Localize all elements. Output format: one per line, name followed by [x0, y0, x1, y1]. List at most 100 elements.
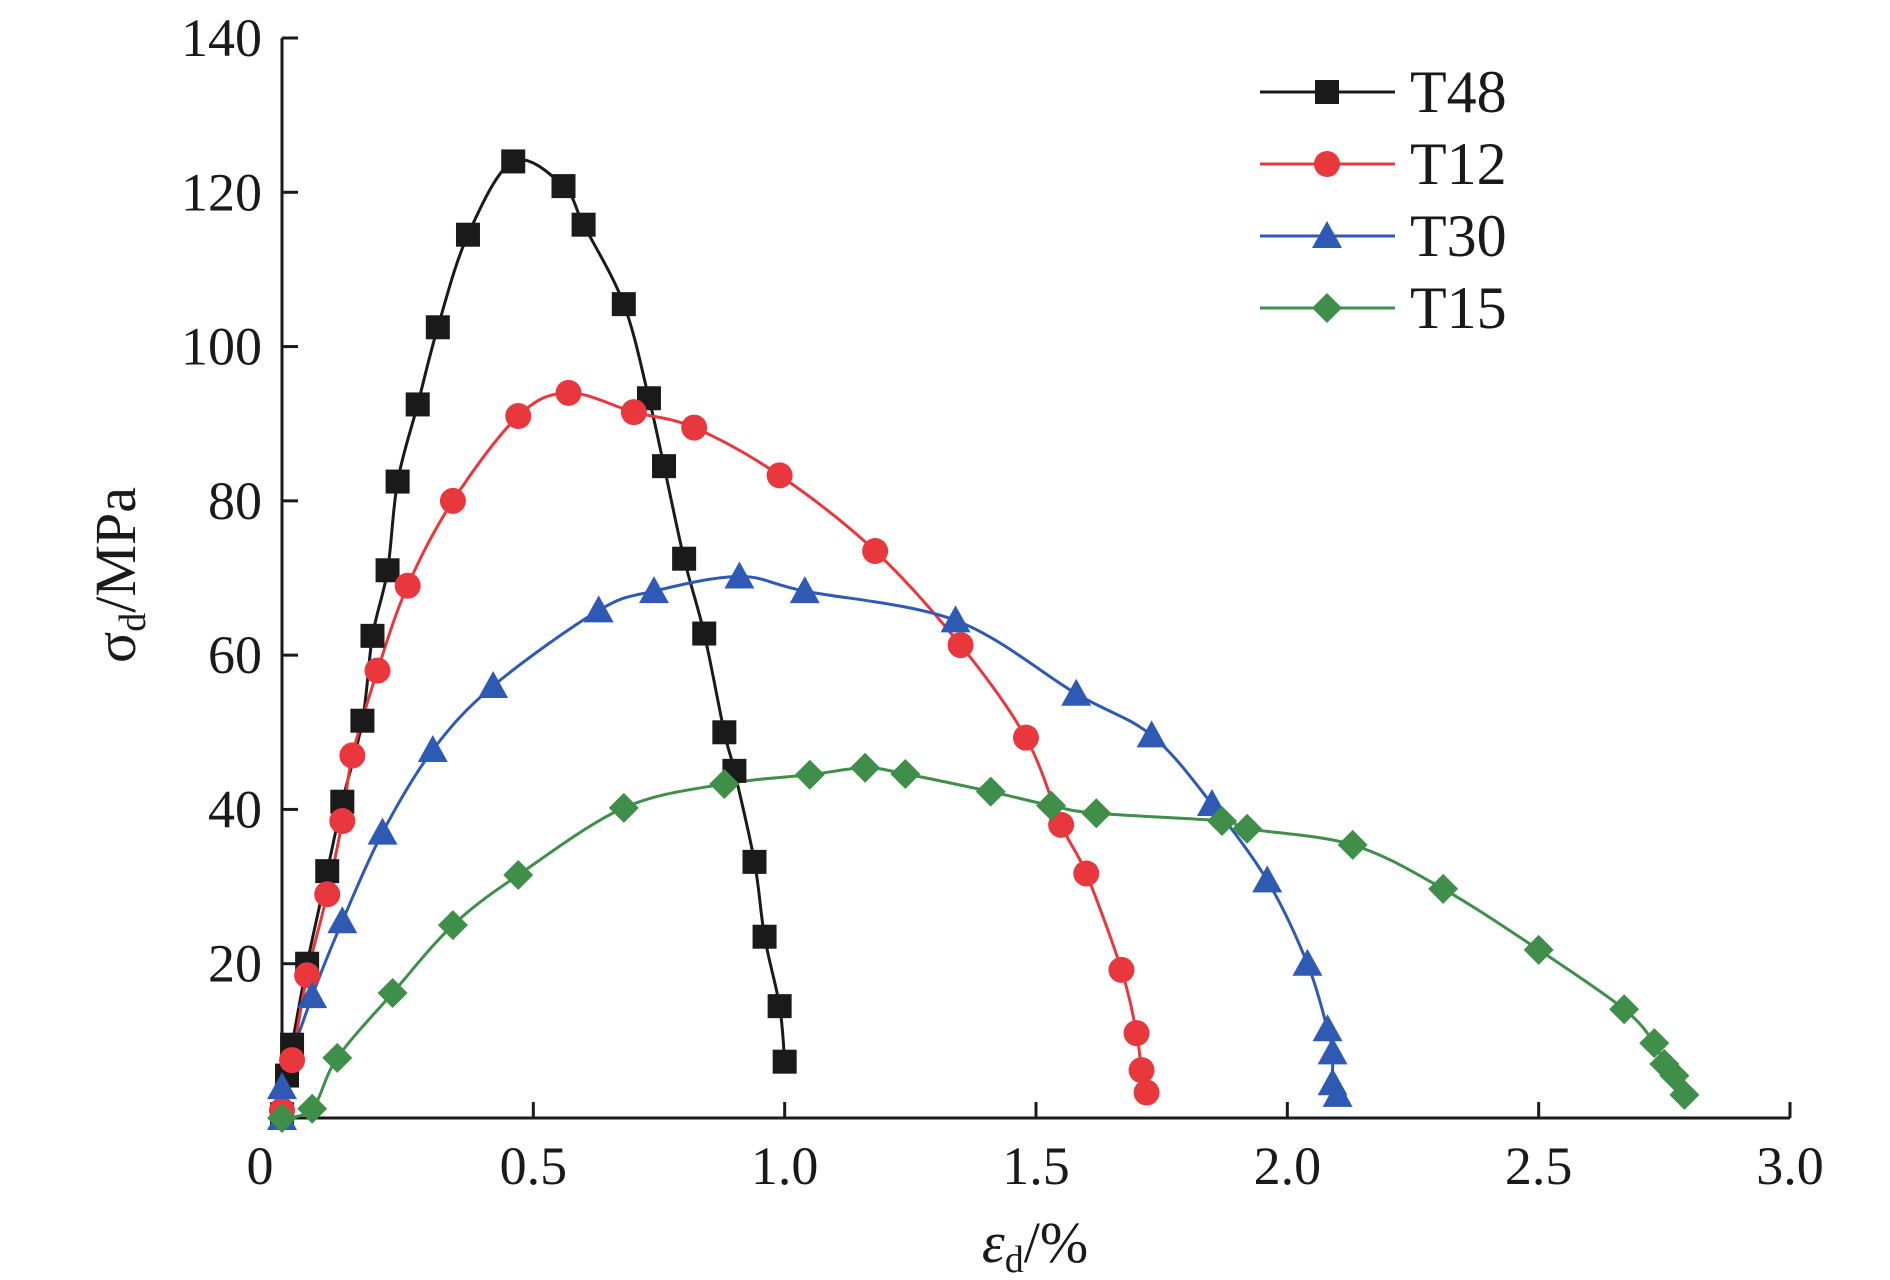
data-point-t15	[1639, 1028, 1670, 1059]
data-point-t48	[425, 315, 450, 340]
data-point-t48	[375, 558, 400, 583]
data-point-t12	[1012, 724, 1039, 751]
legend-label-t30: T30	[1410, 203, 1507, 269]
data-point-t30	[1322, 1079, 1353, 1107]
y-tick-label: 60	[208, 625, 262, 685]
x-tick-label: 2.0	[1254, 1136, 1322, 1196]
x-tick-label: 1.5	[1002, 1136, 1070, 1196]
series-line-t12	[280, 391, 1149, 1111]
data-point-t15	[1337, 829, 1368, 860]
x-axis-title-subscript: d	[1005, 1239, 1024, 1280]
legend-marker-t48	[1315, 80, 1339, 104]
series-line-t15	[281, 766, 1686, 1120]
x-axis-title: εd/%	[982, 1210, 1088, 1280]
data-point-t12	[329, 808, 356, 834]
data-point-t48	[455, 222, 480, 247]
data-point-t30	[1317, 1037, 1348, 1065]
data-point-t12	[1128, 1057, 1155, 1084]
y-tick-label: 120	[181, 162, 262, 222]
data-point-t15	[1428, 873, 1459, 904]
x-tick-label: 2.5	[1505, 1136, 1573, 1196]
data-points	[267, 149, 1700, 1133]
data-point-t30	[789, 576, 820, 604]
data-point-t15	[890, 758, 921, 789]
data-point-t30	[638, 576, 669, 604]
data-point-t30	[417, 735, 448, 763]
data-point-t15	[503, 860, 534, 890]
y-axis-title-symbol: σ	[83, 632, 148, 663]
x-tick-label: 0	[247, 1136, 274, 1196]
data-point-t48	[692, 621, 717, 646]
data-point-t15	[850, 752, 881, 783]
data-point-t15	[297, 1093, 328, 1124]
axes: 0 0.5 1.0 1.5 2.0 2.5 3.0 20 40 60 80 100 120 140	[181, 8, 1824, 1196]
data-point-t12	[862, 538, 889, 564]
data-point-t12	[1133, 1079, 1160, 1106]
data-point-t48	[752, 924, 777, 949]
x-axis-title-unit: /%	[1024, 1210, 1088, 1275]
data-point-t12	[394, 572, 421, 599]
data-point-t12	[1108, 956, 1135, 983]
data-point-t15	[1081, 798, 1112, 829]
data-point-t30	[583, 595, 614, 623]
data-point-t30	[267, 1072, 297, 1100]
data-point-t15	[975, 776, 1006, 807]
x-axis-title-symbol: ε	[982, 1210, 1005, 1275]
data-point-t12	[314, 881, 341, 908]
y-axis-title: σd/MPa	[83, 487, 154, 663]
data-point-t15	[437, 910, 468, 941]
data-point-t12	[505, 403, 532, 429]
data-point-t12	[1048, 811, 1075, 838]
data-point-t30	[1312, 1014, 1343, 1042]
data-point-t15	[1523, 934, 1554, 965]
data-point-t12	[364, 657, 391, 684]
data-point-t30	[478, 671, 509, 698]
y-tick-label: 40	[208, 779, 262, 839]
y-tick-label: 140	[181, 8, 262, 68]
data-point-t15	[1206, 806, 1237, 836]
data-point-t15	[1232, 813, 1263, 844]
x-tick-label: 0.5	[500, 1136, 568, 1196]
data-point-t48	[672, 546, 697, 571]
data-point-t48	[501, 149, 526, 174]
legend-label-t12: T12	[1410, 131, 1507, 197]
data-point-t30	[940, 605, 971, 633]
data-point-t12	[339, 742, 366, 769]
data-point-t30	[297, 981, 328, 1009]
data-point-t15	[709, 768, 740, 799]
data-point-t48	[767, 994, 792, 1019]
data-point-t15	[1609, 994, 1640, 1025]
data-point-t48	[551, 174, 576, 199]
data-point-t15	[794, 759, 825, 790]
data-point-t12	[947, 632, 974, 659]
data-point-t30	[724, 561, 755, 589]
data-point-t48	[772, 1049, 797, 1074]
data-point-t12	[294, 962, 321, 989]
data-point-t48	[742, 849, 767, 874]
data-point-t48	[360, 623, 385, 648]
data-point-t30	[1136, 720, 1167, 748]
legend-marker-t12	[1314, 151, 1340, 177]
data-point-t12	[766, 462, 793, 489]
data-point-t12	[279, 1047, 306, 1074]
data-point-t48	[611, 292, 636, 317]
data-point-t30	[1061, 678, 1092, 706]
legend-label-t15: T15	[1410, 275, 1507, 341]
data-point-t30	[367, 817, 398, 845]
data-point-t48	[652, 454, 677, 479]
data-point-t12	[620, 399, 647, 426]
data-point-t48	[315, 859, 340, 884]
data-point-t12	[1123, 1020, 1150, 1047]
y-tick-label: 20	[208, 934, 262, 994]
data-point-t12	[681, 414, 708, 441]
x-tick-label: 1.0	[751, 1136, 819, 1196]
data-point-t12	[555, 379, 582, 406]
y-tick-label: 100	[181, 317, 262, 377]
data-point-t15	[1669, 1079, 1700, 1110]
x-tick-label: 3.0	[1756, 1136, 1824, 1196]
data-point-t30	[1292, 948, 1323, 976]
data-point-t15	[1036, 790, 1067, 821]
data-point-t48	[385, 469, 410, 494]
y-axis-title-unit: /MPa	[83, 487, 148, 613]
